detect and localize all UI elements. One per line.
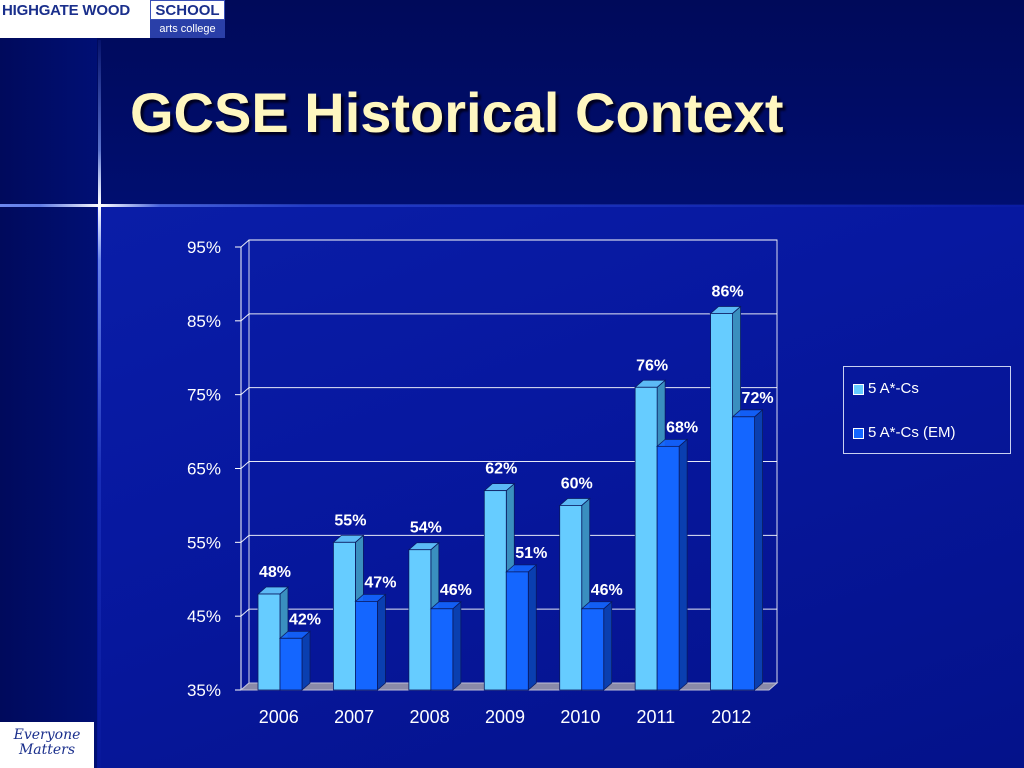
x-tick-label: 2008 [410, 707, 450, 727]
bar [559, 505, 583, 691]
y-tick-label: 85% [187, 312, 221, 331]
y-tick-label: 55% [187, 533, 221, 552]
school-logo: HIGHGATE WOOD SCHOOL arts college [0, 0, 225, 38]
x-tick-label: 2010 [560, 707, 600, 727]
legend-swatch-series-1 [853, 384, 864, 395]
legend-item-series-1: 5 A*-Cs [853, 380, 919, 397]
y-tick-label: 45% [187, 607, 221, 626]
gridline [240, 534, 777, 543]
footer-logo-line-1: Everyone [13, 727, 81, 743]
data-label: 86% [712, 283, 744, 300]
gridline [240, 313, 777, 322]
logo-school-text: SCHOOL [150, 0, 225, 20]
left-strip [0, 0, 97, 768]
legend-item-series-2: 5 A*-Cs (EM) [853, 424, 956, 441]
data-label: 72% [742, 390, 774, 407]
data-label: 48% [259, 564, 291, 581]
bar-side-face [527, 563, 537, 691]
x-tick-label: 2007 [334, 707, 374, 727]
gridline [240, 239, 777, 248]
bar [257, 593, 281, 691]
legend-label-series-2: 5 A*-Cs (EM) [868, 424, 956, 441]
legend-swatch-series-2 [853, 428, 864, 439]
bar [408, 549, 432, 691]
vertical-divider [98, 40, 101, 768]
data-label: 51% [515, 545, 547, 562]
bar [581, 608, 605, 691]
page-title: GCSE Historical Context [130, 81, 784, 144]
data-label: 47% [364, 574, 396, 591]
data-label: 54% [410, 520, 442, 537]
data-label: 60% [561, 475, 593, 492]
gridline [240, 461, 777, 469]
y-tick-label: 65% [187, 460, 221, 479]
bar [355, 601, 378, 691]
data-label: 46% [591, 582, 623, 599]
x-tick-label: 2009 [485, 707, 525, 727]
bar-side-face [678, 438, 688, 691]
logo-background [0, 0, 150, 38]
bar-side-face [603, 600, 613, 691]
bar [656, 445, 680, 691]
x-tick-label: 2012 [711, 707, 751, 727]
bar-side-face [754, 408, 763, 691]
everyone-matters-logo: Everyone Matters [0, 722, 94, 768]
logo-main-text: HIGHGATE WOOD [2, 2, 130, 19]
bar-side-face [452, 600, 462, 691]
gridline [240, 387, 777, 396]
bar-side-face [301, 630, 311, 691]
bar [333, 541, 356, 691]
x-tick-label: 2006 [259, 707, 299, 727]
logo-sub-text: arts college [150, 20, 225, 38]
bar [732, 416, 755, 691]
data-label: 46% [440, 582, 472, 599]
y-tick-label: 95% [187, 238, 221, 257]
legend-label-series-1: 5 A*-Cs [868, 380, 919, 397]
bar [483, 490, 507, 691]
footer-logo-line-2: Matters [18, 742, 76, 758]
chart-legend: 5 A*-Cs 5 A*-Cs (EM) [843, 366, 1011, 454]
y-tick-label: 35% [187, 681, 221, 700]
y-tick-label: 75% [187, 386, 221, 405]
data-label: 76% [636, 357, 668, 374]
bar [634, 386, 658, 691]
horizontal-divider [0, 204, 1024, 207]
data-label: 42% [289, 611, 321, 628]
x-tick-label: 2011 [636, 707, 675, 727]
bar [430, 608, 454, 691]
bar-side-face [377, 593, 386, 691]
data-label: 62% [485, 461, 517, 478]
data-label: 68% [666, 419, 698, 436]
bar [710, 313, 733, 691]
sparkle-vertical [98, 150, 101, 260]
data-label: 55% [334, 512, 366, 529]
bar [279, 637, 303, 691]
bar [505, 571, 529, 691]
